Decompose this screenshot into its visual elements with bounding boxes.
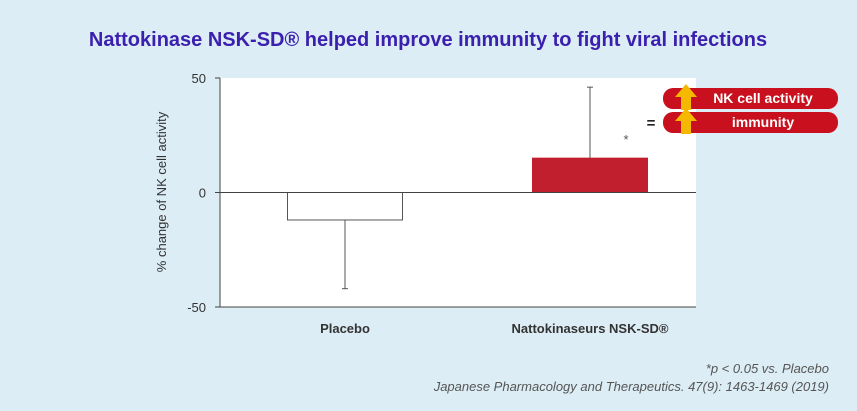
significance-markers: * bbox=[623, 132, 628, 147]
y-axis-ticks: 50 0 -50 bbox=[187, 71, 220, 315]
significance-footnote: *p < 0.05 vs. Placebo bbox=[706, 361, 829, 376]
y-tick-label: 0 bbox=[199, 186, 206, 201]
significance-asterisk: * bbox=[623, 132, 628, 147]
badge-nk-cell-activity: NK cell activity bbox=[663, 84, 838, 110]
y-axis-label: % change of NK cell activity bbox=[154, 111, 169, 272]
y-tick-label: -50 bbox=[187, 300, 206, 315]
chart-title: Nattokinase NSK-SD® helped improve immun… bbox=[89, 29, 767, 51]
category-label: Placebo bbox=[320, 321, 370, 336]
bars bbox=[287, 157, 648, 221]
up-arrow-icon bbox=[675, 84, 697, 110]
error-bars bbox=[342, 86, 593, 290]
citation-footnote: Japanese Pharmacology and Therapeutics. … bbox=[433, 379, 829, 394]
equals-sign: = bbox=[647, 115, 656, 132]
category-label: Nattokinaseurs NSK-SD® bbox=[512, 321, 669, 336]
badge-label: immunity bbox=[732, 114, 794, 130]
badge-immunity: immunity bbox=[663, 108, 838, 134]
y-tick-label: 50 bbox=[192, 71, 206, 86]
bar-nsk-sd bbox=[532, 157, 648, 193]
badge-label: NK cell activity bbox=[713, 90, 813, 106]
bar-placebo bbox=[287, 192, 403, 221]
category-labels: Placebo Nattokinaseurs NSK-SD® bbox=[320, 321, 669, 336]
up-arrow-icon bbox=[675, 108, 697, 134]
